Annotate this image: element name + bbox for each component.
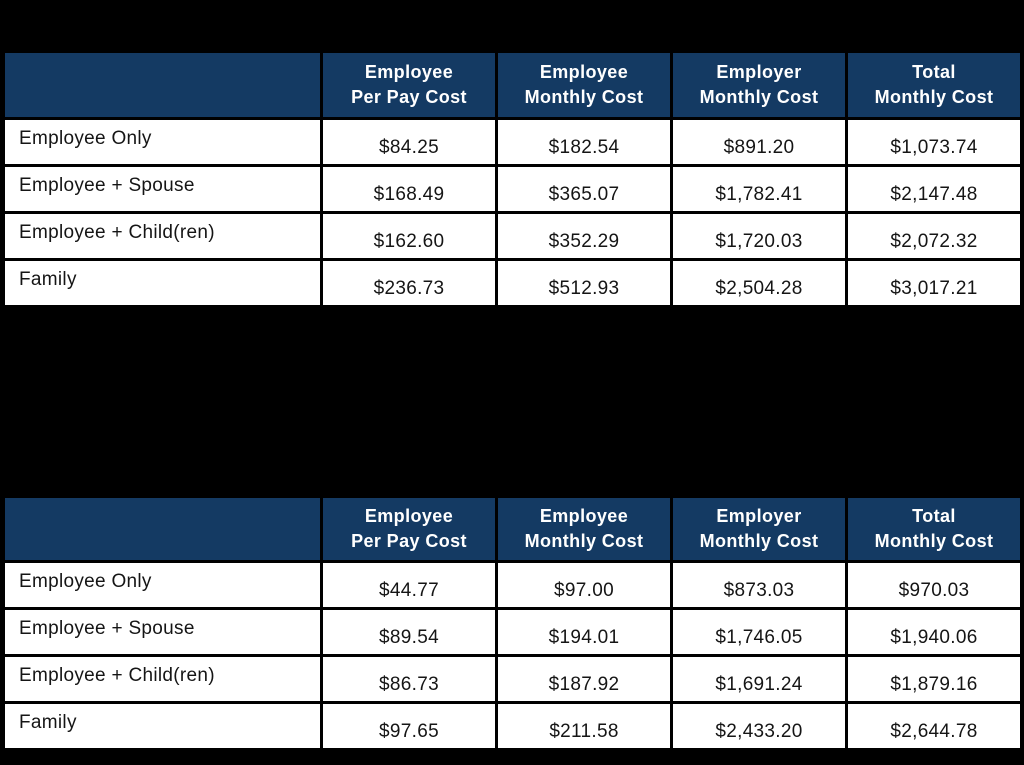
cost-cell: $187.92 <box>495 654 673 704</box>
cost-cell: $44.77 <box>320 560 498 610</box>
cost-cell: $970.03 <box>845 560 1023 610</box>
cost-cell: $1,782.41 <box>670 164 848 214</box>
row-label: Employee + Child(ren) <box>2 654 323 704</box>
cost-cell: $2,147.48 <box>845 164 1023 214</box>
table-row: Employee Only $44.77 $97.00 $873.03 $970… <box>2 560 1023 610</box>
column-header-total-monthly: Total Monthly Cost <box>845 495 1023 563</box>
row-label: Employee + Spouse <box>2 164 323 214</box>
cost-cell: $89.54 <box>320 607 498 657</box>
table-row: Employee + Spouse $89.54 $194.01 $1,746.… <box>2 607 1023 657</box>
table-header-row: Employee Per Pay Cost Employee Monthly C… <box>2 495 1023 563</box>
table-row: Employee + Child(ren) $86.73 $187.92 $1,… <box>2 654 1023 704</box>
cost-cell: $2,644.78 <box>845 701 1023 751</box>
cost-cell: $1,720.03 <box>670 211 848 261</box>
cost-cell: $168.49 <box>320 164 498 214</box>
cost-cell: $84.25 <box>320 117 498 167</box>
column-header-employee-monthly: Employee Monthly Cost <box>495 50 673 120</box>
table-row: Employee Only $84.25 $182.54 $891.20 $1,… <box>2 117 1023 167</box>
row-label: Employee + Spouse <box>2 607 323 657</box>
cost-cell: $182.54 <box>495 117 673 167</box>
table-row: Employee + Spouse $168.49 $365.07 $1,782… <box>2 164 1023 214</box>
cost-cell: $1,879.16 <box>845 654 1023 704</box>
column-header-employee-per-pay: Employee Per Pay Cost <box>320 495 498 563</box>
cost-cell: $1,073.74 <box>845 117 1023 167</box>
cost-cell: $1,691.24 <box>670 654 848 704</box>
column-header-total-monthly: Total Monthly Cost <box>845 50 1023 120</box>
cost-cell: $365.07 <box>495 164 673 214</box>
column-header-employee-per-pay: Employee Per Pay Cost <box>320 50 498 120</box>
table-row: Family $236.73 $512.93 $2,504.28 $3,017.… <box>2 258 1023 308</box>
cost-cell: $97.65 <box>320 701 498 751</box>
cost-cell: $512.93 <box>495 258 673 308</box>
row-label: Family <box>2 701 323 751</box>
cost-cell: $3,017.21 <box>845 258 1023 308</box>
column-header-employer-monthly: Employer Monthly Cost <box>670 495 848 563</box>
benefits-cost-table-2: Employee Per Pay Cost Employee Monthly C… <box>2 495 1023 751</box>
cost-cell: $1,746.05 <box>670 607 848 657</box>
cost-cell: $162.60 <box>320 211 498 261</box>
corner-header-cell <box>2 495 323 563</box>
cost-cell: $211.58 <box>495 701 673 751</box>
cost-cell: $2,072.32 <box>845 211 1023 261</box>
table-row: Family $97.65 $211.58 $2,433.20 $2,644.7… <box>2 701 1023 751</box>
cost-cell: $873.03 <box>670 560 848 610</box>
row-label: Employee Only <box>2 560 323 610</box>
benefits-cost-table-1: Employee Per Pay Cost Employee Monthly C… <box>2 50 1023 308</box>
cost-cell: $86.73 <box>320 654 498 704</box>
cost-cell: $97.00 <box>495 560 673 610</box>
cost-cell: $891.20 <box>670 117 848 167</box>
cost-cell: $2,504.28 <box>670 258 848 308</box>
table-row: Employee + Child(ren) $162.60 $352.29 $1… <box>2 211 1023 261</box>
column-header-employer-monthly: Employer Monthly Cost <box>670 50 848 120</box>
row-label: Family <box>2 258 323 308</box>
cost-cell: $352.29 <box>495 211 673 261</box>
row-label: Employee + Child(ren) <box>2 211 323 261</box>
table-header-row: Employee Per Pay Cost Employee Monthly C… <box>2 50 1023 120</box>
cost-cell: $194.01 <box>495 607 673 657</box>
column-header-employee-monthly: Employee Monthly Cost <box>495 495 673 563</box>
corner-header-cell <box>2 50 323 120</box>
cost-cell: $236.73 <box>320 258 498 308</box>
row-label: Employee Only <box>2 117 323 167</box>
cost-cell: $1,940.06 <box>845 607 1023 657</box>
cost-cell: $2,433.20 <box>670 701 848 751</box>
